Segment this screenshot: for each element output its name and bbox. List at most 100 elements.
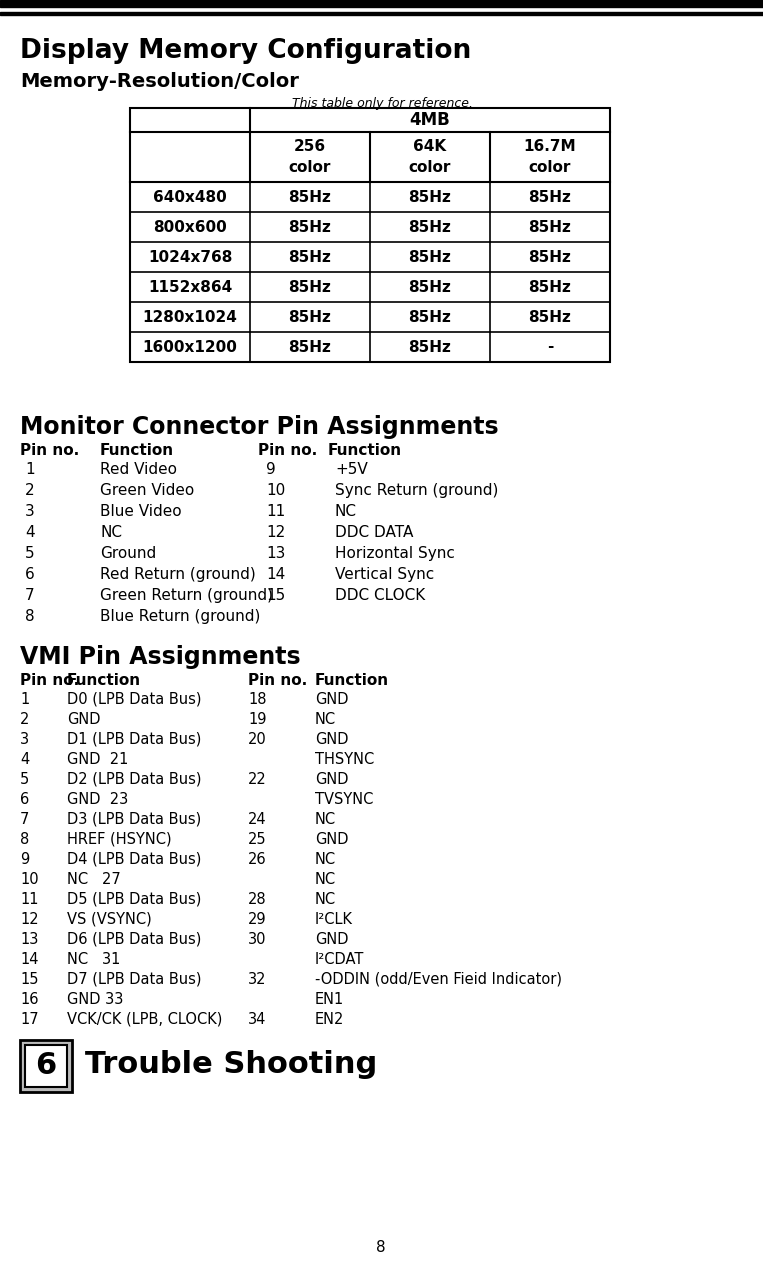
- Text: 29: 29: [248, 912, 266, 927]
- Text: 1280x1024: 1280x1024: [143, 309, 237, 325]
- Text: 10: 10: [20, 872, 39, 887]
- Text: Blue Return (ground): Blue Return (ground): [100, 610, 260, 624]
- Text: D1 (LPB Data Bus): D1 (LPB Data Bus): [67, 732, 201, 748]
- Text: GND  23: GND 23: [67, 792, 128, 806]
- Text: D5 (LPB Data Bus): D5 (LPB Data Bus): [67, 892, 201, 907]
- Text: 85Hz: 85Hz: [529, 249, 571, 265]
- Text: +5V: +5V: [335, 463, 368, 477]
- Text: DDC CLOCK: DDC CLOCK: [335, 588, 425, 603]
- Text: 28: 28: [248, 892, 266, 907]
- Text: GND: GND: [315, 691, 349, 707]
- Text: Display Memory Configuration: Display Memory Configuration: [20, 38, 472, 64]
- Text: 14: 14: [266, 567, 285, 581]
- Text: NC: NC: [100, 525, 122, 541]
- Text: THSYNC: THSYNC: [315, 751, 374, 767]
- Text: 34: 34: [248, 1012, 266, 1028]
- Bar: [20, 1040, 72, 1091]
- Text: 85Hz: 85Hz: [288, 249, 331, 265]
- Text: Red Video: Red Video: [100, 463, 177, 477]
- Text: 2: 2: [20, 712, 29, 727]
- Text: 16: 16: [20, 992, 38, 1007]
- Text: D2 (LPB Data Bus): D2 (LPB Data Bus): [67, 772, 201, 787]
- Text: NC: NC: [315, 812, 336, 827]
- Text: 6: 6: [25, 567, 35, 581]
- Text: GND 33: GND 33: [67, 992, 124, 1007]
- Text: 640x480: 640x480: [153, 189, 227, 204]
- Text: 4: 4: [25, 525, 34, 541]
- Text: Sync Return (ground): Sync Return (ground): [335, 483, 498, 498]
- Text: 85Hz: 85Hz: [288, 280, 331, 294]
- Text: 85Hz: 85Hz: [529, 309, 571, 325]
- Text: D4 (LPB Data Bus): D4 (LPB Data Bus): [67, 852, 201, 866]
- Text: 7: 7: [25, 588, 34, 603]
- Text: GND: GND: [315, 732, 349, 748]
- Text: 22: 22: [248, 772, 267, 787]
- Text: 85Hz: 85Hz: [288, 220, 331, 234]
- Bar: [0, 0, 763, 6]
- Text: 13: 13: [20, 932, 38, 947]
- Text: 85Hz: 85Hz: [408, 249, 452, 265]
- Text: Function: Function: [67, 674, 141, 688]
- Text: 11: 11: [266, 504, 285, 519]
- Text: DDC DATA: DDC DATA: [335, 525, 414, 541]
- Text: 4: 4: [20, 751, 29, 767]
- Text: 85Hz: 85Hz: [288, 189, 331, 204]
- Text: TVSYNC: TVSYNC: [315, 792, 373, 806]
- Text: 6: 6: [20, 792, 29, 806]
- Text: 14: 14: [20, 952, 38, 967]
- Text: GND  21: GND 21: [67, 751, 128, 767]
- Text: EN2: EN2: [315, 1012, 344, 1028]
- Text: D6 (LPB Data Bus): D6 (LPB Data Bus): [67, 932, 201, 947]
- Text: 85Hz: 85Hz: [529, 189, 571, 204]
- Text: Green Return (ground): Green Return (ground): [100, 588, 273, 603]
- Text: 85Hz: 85Hz: [529, 220, 571, 234]
- Text: 8: 8: [25, 610, 34, 624]
- Text: 7: 7: [20, 812, 29, 827]
- Text: NC: NC: [335, 504, 357, 519]
- Text: Pin no.: Pin no.: [20, 674, 79, 688]
- Text: 3: 3: [20, 732, 29, 748]
- Text: Monitor Connector Pin Assignments: Monitor Connector Pin Assignments: [20, 415, 499, 440]
- Text: 1152x864: 1152x864: [148, 280, 232, 294]
- Text: Pin no.: Pin no.: [258, 443, 317, 458]
- Text: 4MB: 4MB: [410, 111, 450, 129]
- Text: 85Hz: 85Hz: [288, 309, 331, 325]
- Text: -: -: [547, 340, 553, 354]
- Text: Ground: Ground: [100, 546, 156, 561]
- Text: 256
color: 256 color: [289, 139, 331, 175]
- Text: 8: 8: [376, 1240, 386, 1255]
- Text: 8: 8: [20, 832, 29, 847]
- Text: 3: 3: [25, 504, 35, 519]
- Text: Pin no.: Pin no.: [248, 674, 307, 688]
- Text: 2: 2: [25, 483, 34, 498]
- Text: VMI Pin Assignments: VMI Pin Assignments: [20, 645, 301, 668]
- Text: 1: 1: [20, 691, 29, 707]
- Text: Blue Video: Blue Video: [100, 504, 182, 519]
- Text: 85Hz: 85Hz: [408, 220, 452, 234]
- Text: 24: 24: [248, 812, 266, 827]
- Text: 20: 20: [248, 732, 267, 748]
- Text: 19: 19: [248, 712, 266, 727]
- Text: 18: 18: [248, 691, 266, 707]
- Text: EN1: EN1: [315, 992, 344, 1007]
- Text: VCK/CK (LPB, CLOCK): VCK/CK (LPB, CLOCK): [67, 1012, 222, 1028]
- Text: GND: GND: [67, 712, 101, 727]
- Text: NC: NC: [315, 852, 336, 866]
- Text: 1: 1: [25, 463, 34, 477]
- Text: NC   27: NC 27: [67, 872, 121, 887]
- Text: Function: Function: [100, 443, 174, 458]
- Text: 11: 11: [20, 892, 38, 907]
- Text: 17: 17: [20, 1012, 39, 1028]
- Text: 85Hz: 85Hz: [408, 280, 452, 294]
- Text: This table only for reference.: This table only for reference.: [292, 97, 474, 110]
- Text: NC   31: NC 31: [67, 952, 121, 967]
- Bar: [130, 109, 610, 362]
- Text: Green Video: Green Video: [100, 483, 195, 498]
- Bar: [0, 12, 763, 15]
- Text: -ODDIN (odd/Even Fieid Indicator): -ODDIN (odd/Even Fieid Indicator): [315, 973, 562, 987]
- Text: 6: 6: [35, 1052, 56, 1080]
- Text: 12: 12: [20, 912, 39, 927]
- Text: VS (VSYNC): VS (VSYNC): [67, 912, 152, 927]
- Text: 10: 10: [266, 483, 285, 498]
- Text: 32: 32: [248, 973, 266, 987]
